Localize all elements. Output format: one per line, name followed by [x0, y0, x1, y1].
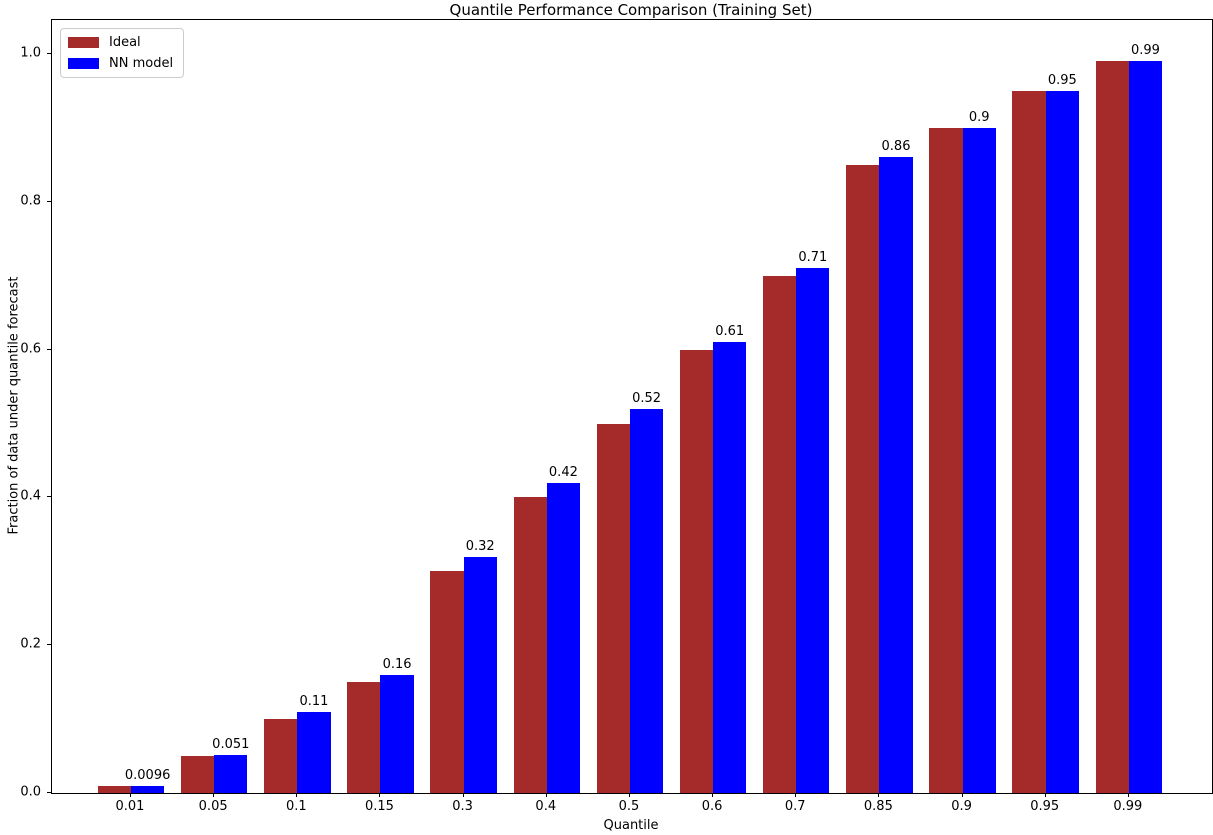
x-tick-mark-0.5 — [628, 793, 630, 797]
bar-value-label-0.99: 0.99 — [1130, 43, 1160, 59]
y-tick-mark-0.4 — [47, 496, 51, 498]
x-tick-mark-0.1 — [296, 793, 298, 797]
bar-ideal-0.99 — [1095, 61, 1129, 793]
bar-value-label-0.05: 0.051 — [212, 737, 250, 753]
y-tick-label-0.4: 0.4 — [20, 488, 41, 504]
bar-ideal-0.15 — [347, 682, 381, 793]
bar-nn-model-0.3 — [463, 556, 497, 793]
bar-nn-model-0.05 — [214, 755, 248, 793]
bar-value-label-0.95: 0.95 — [1047, 72, 1077, 88]
x-tick-mark-0.85 — [878, 793, 880, 797]
legend-swatch-nn-model — [68, 58, 99, 69]
x-tick-label-0.95: 0.95 — [1030, 799, 1060, 814]
y-tick-mark-0.6 — [47, 348, 51, 350]
bar-value-label-0.7: 0.71 — [798, 250, 828, 266]
bar-nn-model-0.99 — [1128, 61, 1163, 793]
bar-ideal-0.1 — [264, 719, 298, 793]
bar-value-label-0.85: 0.86 — [881, 139, 911, 155]
bar-value-label-0.1: 0.11 — [299, 693, 329, 709]
bar-ideal-0.4 — [513, 497, 547, 793]
y-tick-label-0.6: 0.6 — [20, 341, 41, 357]
bar-nn-model-0.9 — [962, 127, 996, 793]
bar-ideal-0.9 — [929, 127, 963, 793]
x-tick-mark-0.3 — [462, 793, 464, 797]
bar-nn-model-0.4 — [546, 482, 581, 793]
x-tick-mark-0.7 — [795, 793, 797, 797]
x-tick-mark-0.4 — [545, 793, 547, 797]
legend-label-ideal: Ideal — [109, 35, 141, 50]
bar-nn-model-0.5 — [629, 408, 664, 793]
y-tick-label-0.0: 0.0 — [20, 784, 41, 800]
bar-nn-model-0.01 — [130, 785, 165, 793]
x-tick-mark-0.6 — [712, 793, 714, 797]
legend: Ideal NN model — [60, 28, 185, 78]
bar-value-label-0.6: 0.61 — [715, 324, 745, 340]
x-tick-mark-0.05 — [213, 793, 215, 797]
y-tick-label-0.8: 0.8 — [20, 193, 41, 209]
bar-ideal-0.6 — [679, 349, 714, 793]
x-tick-label-0.05: 0.05 — [198, 799, 228, 814]
x-tick-mark-0.9 — [961, 793, 963, 797]
bar-ideal-0.05 — [180, 756, 215, 793]
bar-value-label-0.3: 0.32 — [465, 538, 495, 554]
bar-ideal-0.01 — [97, 785, 131, 793]
bar-ideal-0.95 — [1012, 90, 1046, 793]
x-tick-mark-0.01 — [129, 793, 131, 797]
bar-nn-model-0.7 — [796, 268, 830, 793]
bar-nn-model-0.6 — [713, 342, 747, 793]
bar-nn-model-0.95 — [1045, 90, 1079, 793]
y-tick-label-1.0: 1.0 — [20, 45, 41, 61]
x-tick-label-0.01: 0.01 — [115, 799, 145, 814]
x-tick-label-0.99: 0.99 — [1113, 799, 1143, 814]
legend-swatch-ideal — [68, 37, 99, 48]
bar-value-label-0.4: 0.42 — [548, 464, 578, 480]
bar-nn-model-0.1 — [297, 711, 331, 793]
plot-area: Ideal NN model 0.0096 0.051 0.11 0.16 0.32 0.… — [51, 19, 1213, 794]
legend-label-nn-model: NN model — [109, 56, 174, 71]
bar-nn-model-0.85 — [879, 157, 913, 793]
bar-ideal-0.5 — [596, 423, 630, 793]
x-tick-label-0.15: 0.15 — [364, 799, 394, 814]
legend-item-ideal: Ideal — [68, 35, 173, 50]
x-tick-label-0.1: 0.1 — [285, 799, 307, 814]
bar-ideal-0.3 — [430, 571, 464, 793]
bar-value-label-0.15: 0.16 — [382, 656, 412, 672]
x-axis-label: Quantile — [603, 818, 659, 833]
x-tick-label-0.3: 0.3 — [452, 799, 473, 814]
x-tick-mark-0.95 — [1044, 793, 1046, 797]
legend-item-nn-model: NN model — [68, 56, 173, 71]
bar-nn-model-0.15 — [380, 674, 414, 793]
x-tick-mark-0.99 — [1127, 793, 1129, 797]
y-tick-mark-1.0 — [47, 52, 51, 54]
x-tick-label-0.9: 0.9 — [951, 799, 972, 814]
bar-ideal-0.7 — [762, 275, 797, 793]
y-tick-label-0.2: 0.2 — [20, 636, 41, 652]
bar-value-label-0.9: 0.9 — [968, 109, 990, 125]
x-tick-label-0.6: 0.6 — [701, 799, 723, 814]
y-tick-mark-0.2 — [47, 644, 51, 646]
x-tick-label-0.7: 0.7 — [784, 799, 806, 814]
y-tick-mark-0.0 — [47, 792, 51, 793]
bar-value-label-0.5: 0.52 — [632, 390, 662, 406]
y-axis-label: Fraction of data under quantile forecast — [6, 276, 22, 535]
x-tick-mark-0.15 — [379, 793, 381, 797]
x-tick-label-0.85: 0.85 — [863, 799, 893, 814]
x-tick-label-0.4: 0.4 — [535, 799, 557, 814]
x-tick-label-0.5: 0.5 — [618, 799, 640, 814]
bar-value-label-0.01: 0.0096 — [124, 767, 171, 783]
bar-ideal-0.85 — [846, 164, 880, 793]
y-tick-mark-0.8 — [47, 200, 51, 202]
chart-title: Quantile Performance Comparison (Trainin… — [449, 1, 813, 19]
